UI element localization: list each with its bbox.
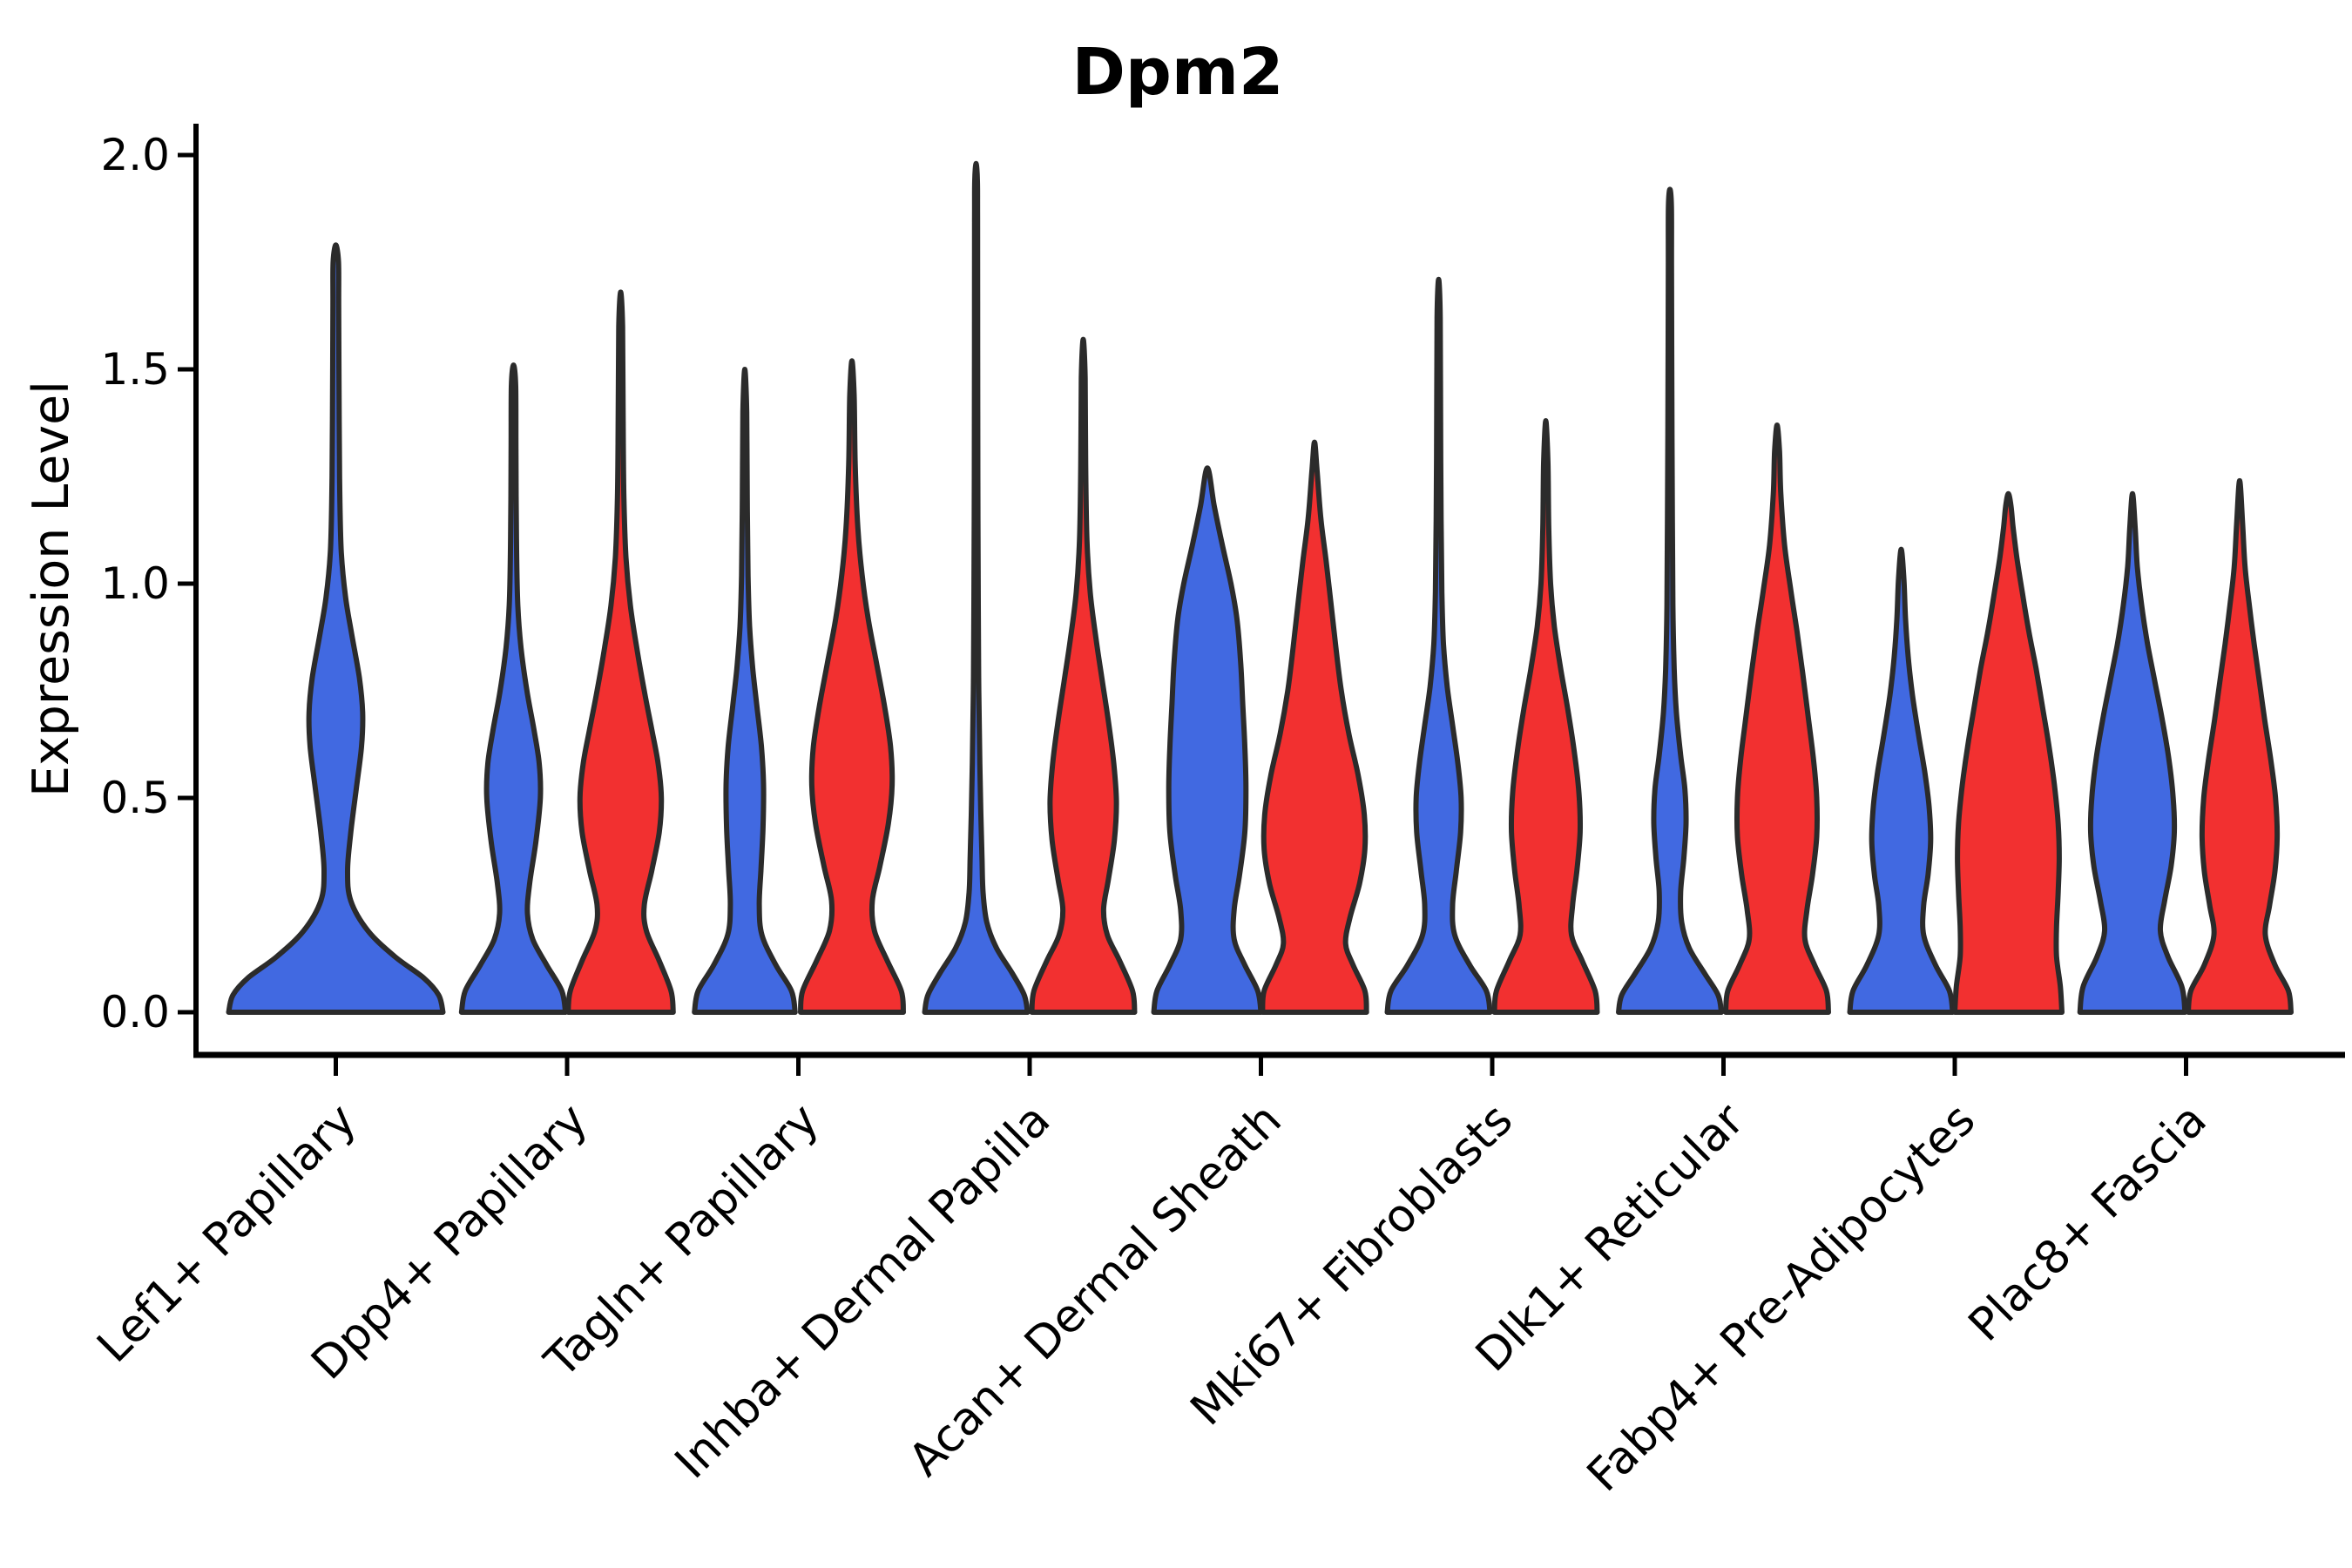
x-tick-label-inhba-dermal-papilla: Inhba+ Dermal Papilla <box>666 1094 1060 1489</box>
y-tick-label: 0.0 <box>100 987 170 1037</box>
x-tick-label-acan-dermal-sheath: Acan+ Dermal Sheath <box>899 1094 1292 1487</box>
violin-dlk1-reticular-blue <box>1616 186 1724 1015</box>
violin-dpp4-papillary-red <box>565 289 676 1015</box>
chart-title: Dpm2 <box>1072 35 1284 110</box>
x-tick-label-fabp4-pre-adipocytes: Fabp4+ Pre-Adipocytes <box>1578 1094 1985 1502</box>
violin-fabp4-pre-adipocytes-blue <box>1847 546 1956 1015</box>
y-tick-label: 2.0 <box>100 130 170 180</box>
axes <box>178 124 2345 1076</box>
violin-dpp4-papillary-blue <box>458 362 569 1015</box>
violin-mki67-fibroblasts-blue <box>1384 276 1493 1015</box>
violins <box>226 160 2294 1015</box>
violin-plac8-fascia-red <box>2186 477 2294 1015</box>
violin-lef1-papillary-blue <box>226 242 446 1015</box>
y-axis-label: Expression Level <box>23 381 80 797</box>
violin-inhba-dermal-papilla-red <box>1029 336 1138 1015</box>
violin-fabp4-pre-adipocytes-red <box>1952 490 2065 1015</box>
y-tick-label: 1.5 <box>100 344 170 395</box>
violin-dlk1-reticular-red <box>1723 422 1831 1015</box>
violin-inhba-dermal-papilla-blue <box>922 160 1031 1015</box>
violin-plac8-fascia-blue <box>2077 490 2188 1015</box>
x-tick-label-plac8-fascia: Plac8+ Fascia <box>1959 1094 2217 1352</box>
violin-mki67-fibroblasts-red <box>1491 418 1600 1015</box>
violin-tagln-papillary-red <box>798 358 906 1015</box>
violin-acan-dermal-sheath-red <box>1260 439 1369 1015</box>
violin-acan-dermal-sheath-blue <box>1151 465 1264 1015</box>
violin-tagln-papillary-blue <box>692 367 798 1015</box>
y-tick-label: 1.0 <box>100 558 170 609</box>
y-tick-label: 0.5 <box>100 773 170 823</box>
